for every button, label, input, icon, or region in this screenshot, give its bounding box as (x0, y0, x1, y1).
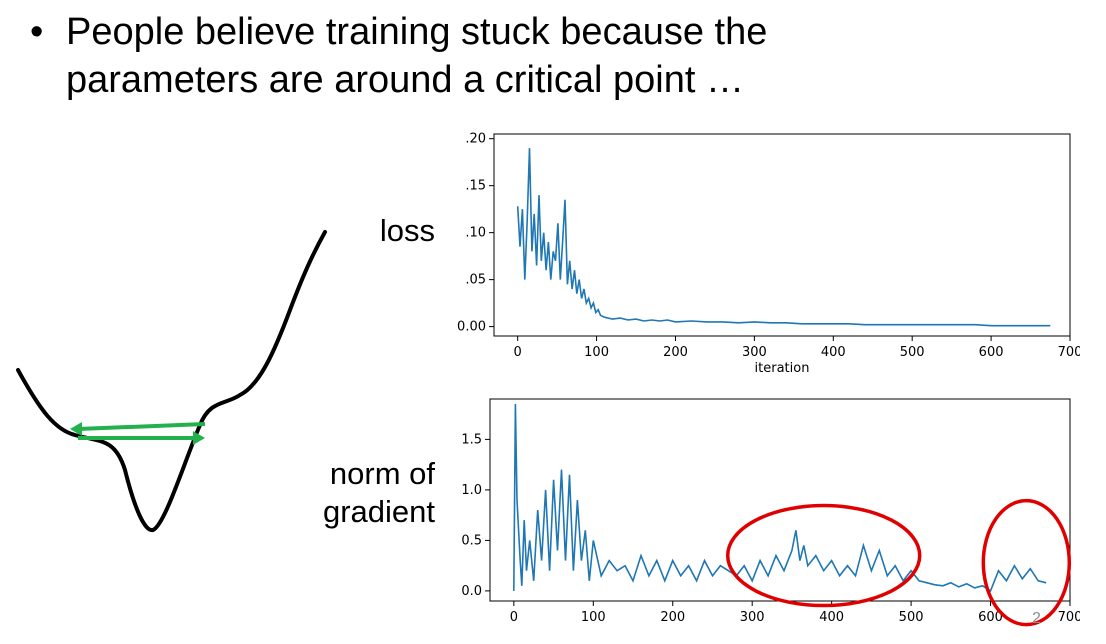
loss-chart-series-line (516, 148, 1051, 327)
grad-chart-xtick-label: 300 (740, 610, 765, 625)
loss-chart-xtick-label: 0 (514, 345, 522, 360)
loss-chart-xtick-label: 600 (979, 345, 1004, 360)
gradient-norm-chart: 0 100 200 300 400 500 600 700 0.0 0.5 1.0 1.5 (461, 398, 1080, 627)
highlight-circle-middle (725, 503, 922, 608)
loss-chart-xtick-label: 100 (584, 345, 609, 360)
loss-chart-xtick-label: 200 (663, 345, 688, 360)
oscillation-arrows (70, 422, 206, 445)
grad-chart-xtick-label: 400 (819, 610, 844, 625)
gradient-norm-label-line2: gradient (322, 494, 435, 529)
bullet-text: People believe training stuck because th… (66, 11, 768, 101)
loss-chart-xtick-label: 700 (1058, 345, 1080, 360)
grad-chart-xtick-label: 600 (978, 610, 1003, 625)
grad-chart-ytick-label: 1.0 (461, 483, 482, 498)
grad-chart-series-line (513, 403, 1047, 593)
grad-chart-ytick-label: 0.0 (461, 584, 482, 599)
grad-chart-xtick-label: 100 (581, 610, 606, 625)
grad-chart-ytick-label: 1.5 (461, 432, 482, 447)
critical-point-illustration (16, 230, 327, 532)
loss-chart-xtick-label: 400 (821, 345, 846, 360)
gradient-norm-label: norm of gradient (270, 455, 435, 531)
loss-chart-ytick-label: .20 (465, 132, 486, 147)
grad-chart-ytick-label: 0.5 (461, 533, 482, 548)
loss-label: loss (379, 213, 435, 248)
grad-chart-xtick-label: 0 (510, 610, 518, 625)
grad-chart-xtick-label: 500 (899, 610, 924, 625)
loss-chart: 0 100 200 300 400 500 600 700 0.00 .05 .10 .15 .20 it… (457, 132, 1080, 376)
bullet-dot: • (30, 11, 44, 53)
loss-chart-ytick-label: .15 (465, 179, 486, 194)
highlight-circle-right (981, 498, 1072, 627)
loss-chart-ytick-label: .05 (465, 273, 486, 288)
loss-chart-xtick-label: 500 (900, 345, 925, 360)
loss-chart-xtick-label: 300 (742, 345, 767, 360)
loss-chart-ytick-label: 0.00 (457, 320, 486, 335)
gradient-norm-label-line1: norm of (329, 456, 435, 491)
page-number: 2 (1032, 610, 1041, 627)
loss-chart-xlabel: iteration (755, 361, 810, 376)
loss-chart-ytick-label: .10 (465, 226, 486, 241)
grad-chart-xtick-label: 200 (660, 610, 685, 625)
loss-chart-frame (493, 133, 1071, 337)
grad-chart-xtick-label: 700 (1058, 610, 1080, 625)
